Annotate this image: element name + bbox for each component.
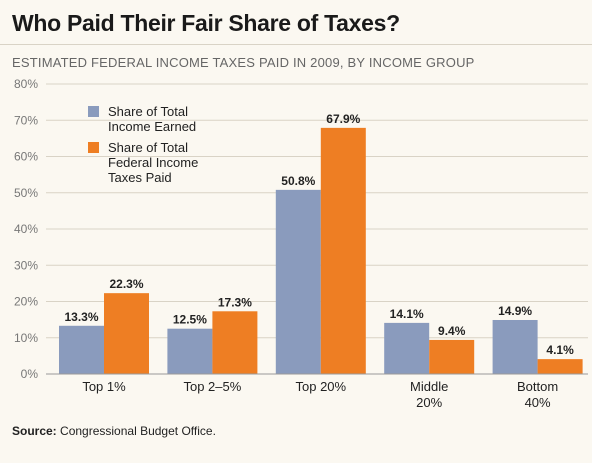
source-note: Source: Congressional Budget Office. — [12, 424, 216, 438]
title-divider — [0, 44, 592, 45]
bar-income — [492, 319, 538, 374]
legend-item-income: Share of Total Income Earned — [88, 104, 218, 134]
source-label: Source: — [12, 424, 57, 438]
x-tick-label-line: Top 20% — [296, 379, 347, 394]
chart-title: Who Paid Their Fair Share of Taxes? — [12, 10, 400, 36]
legend-item-taxes: Share of Total Federal Income Taxes Paid — [88, 140, 218, 185]
y-tick-label: 80% — [14, 77, 38, 91]
bar-taxes — [537, 359, 583, 374]
bar-taxes — [212, 311, 258, 374]
bar-income — [59, 325, 104, 374]
chart-subtitle: ESTIMATED FEDERAL INCOME TAXES PAID IN 2… — [12, 55, 475, 70]
x-tick-label: Middle 20% — [410, 379, 448, 410]
x-tick-label-line: Top 2–5% — [183, 379, 241, 394]
data-label: 67.9% — [326, 112, 360, 126]
data-label: 14.1% — [390, 307, 424, 321]
bar-income — [167, 328, 213, 374]
x-tick-label-line: 40% — [525, 395, 551, 410]
y-tick-label: 10% — [14, 331, 38, 345]
legend-swatch-taxes — [88, 142, 99, 153]
y-tick-label: 0% — [21, 367, 39, 381]
y-tick-label: 70% — [14, 113, 38, 127]
data-label: 13.3% — [64, 310, 98, 324]
x-tick-label-line: Bottom — [517, 379, 558, 394]
legend: Share of Total Income Earned Share of To… — [88, 104, 218, 191]
data-label: 9.4% — [438, 324, 466, 338]
x-tick-label-line: Middle — [410, 379, 448, 394]
source-text: Congressional Budget Office. — [60, 424, 216, 438]
y-tick-label: 60% — [14, 150, 38, 164]
bar-income — [384, 322, 430, 374]
data-label: 17.3% — [218, 295, 252, 309]
legend-label-taxes: Share of Total Federal Income Taxes Paid — [108, 140, 199, 185]
bar-income — [275, 189, 321, 374]
y-tick-label: 50% — [14, 186, 38, 200]
bar-taxes — [429, 339, 475, 374]
data-label: 22.3% — [109, 277, 143, 291]
legend-swatch-income — [88, 106, 99, 117]
y-tick-label: 30% — [14, 258, 38, 272]
data-label: 12.5% — [173, 313, 207, 327]
x-tick-label: Top 1% — [82, 379, 126, 394]
x-tick-label-line: Top 1% — [82, 379, 126, 394]
x-tick-label-line: 20% — [416, 395, 442, 410]
bar-taxes — [320, 127, 366, 374]
data-label: 4.1% — [546, 343, 574, 357]
y-tick-label: 20% — [14, 295, 38, 309]
bar-taxes — [104, 293, 149, 374]
data-label: 50.8% — [281, 174, 315, 188]
data-label: 14.9% — [498, 304, 532, 318]
x-tick-label: Top 20% — [296, 379, 347, 394]
x-tick-label: Bottom 40% — [517, 379, 558, 410]
x-tick-label: Top 2–5% — [183, 379, 241, 394]
y-tick-label: 40% — [14, 222, 38, 236]
legend-label-income: Share of Total Income Earned — [108, 104, 197, 134]
